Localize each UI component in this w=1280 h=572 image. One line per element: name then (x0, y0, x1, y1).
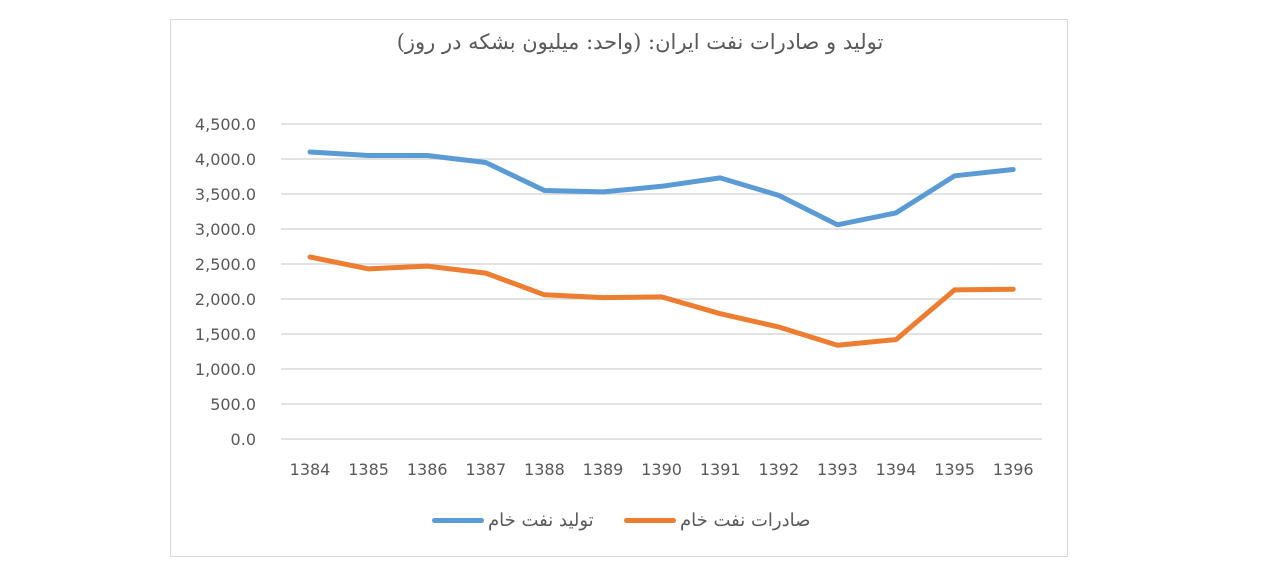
series-line-exports (307, 254, 1016, 348)
chart-title: تولید و صادرات نفت ایران: (واحد: میلیون … (396, 30, 884, 54)
y-tick-label: 2,500.0 (195, 255, 256, 274)
x-tick-label: 1392 (758, 460, 799, 479)
y-tick-label: 1,500.0 (195, 325, 256, 344)
x-tick-label: 1391 (700, 460, 741, 479)
y-tick-label: 500.0 (210, 395, 256, 414)
y-tick-label: 3,000.0 (195, 220, 256, 239)
y-tick-label: 0.0 (231, 430, 256, 449)
x-tick-label: 1396 (993, 460, 1034, 479)
series-line-production (307, 149, 1016, 228)
x-tick-label: 1389 (583, 460, 624, 479)
x-tick-label: 1394 (876, 460, 917, 479)
x-tick-label: 1388 (524, 460, 565, 479)
chart-frame (170, 19, 1068, 557)
y-tick-label: 4,000.0 (195, 150, 256, 169)
legend-label-production: تولید نفت خام (488, 510, 594, 531)
legend-item-exports: صادرات نفت خام (624, 510, 810, 531)
x-tick-label: 1386 (407, 460, 448, 479)
legend: تولید نفت خام صادرات نفت خام (0, 510, 1280, 540)
x-tick-label: 1385 (348, 460, 389, 479)
y-tick-label: 2,000.0 (195, 290, 256, 309)
y-tick-label: 4,500.0 (195, 115, 256, 134)
x-tick-label: 1393 (817, 460, 858, 479)
legend-label-exports: صادرات نفت خام (680, 510, 811, 531)
x-tick-label: 1395 (934, 460, 975, 479)
y-tick-label: 1,000.0 (195, 360, 256, 379)
x-tick-label: 1387 (465, 460, 506, 479)
x-tick-label: 1390 (641, 460, 682, 479)
x-tick-label: 1384 (290, 460, 331, 479)
legend-line-orange (624, 518, 676, 523)
legend-item-production: تولید نفت خام (432, 510, 594, 531)
legend-line-blue (432, 518, 484, 523)
y-tick-label: 3,500.0 (195, 185, 256, 204)
